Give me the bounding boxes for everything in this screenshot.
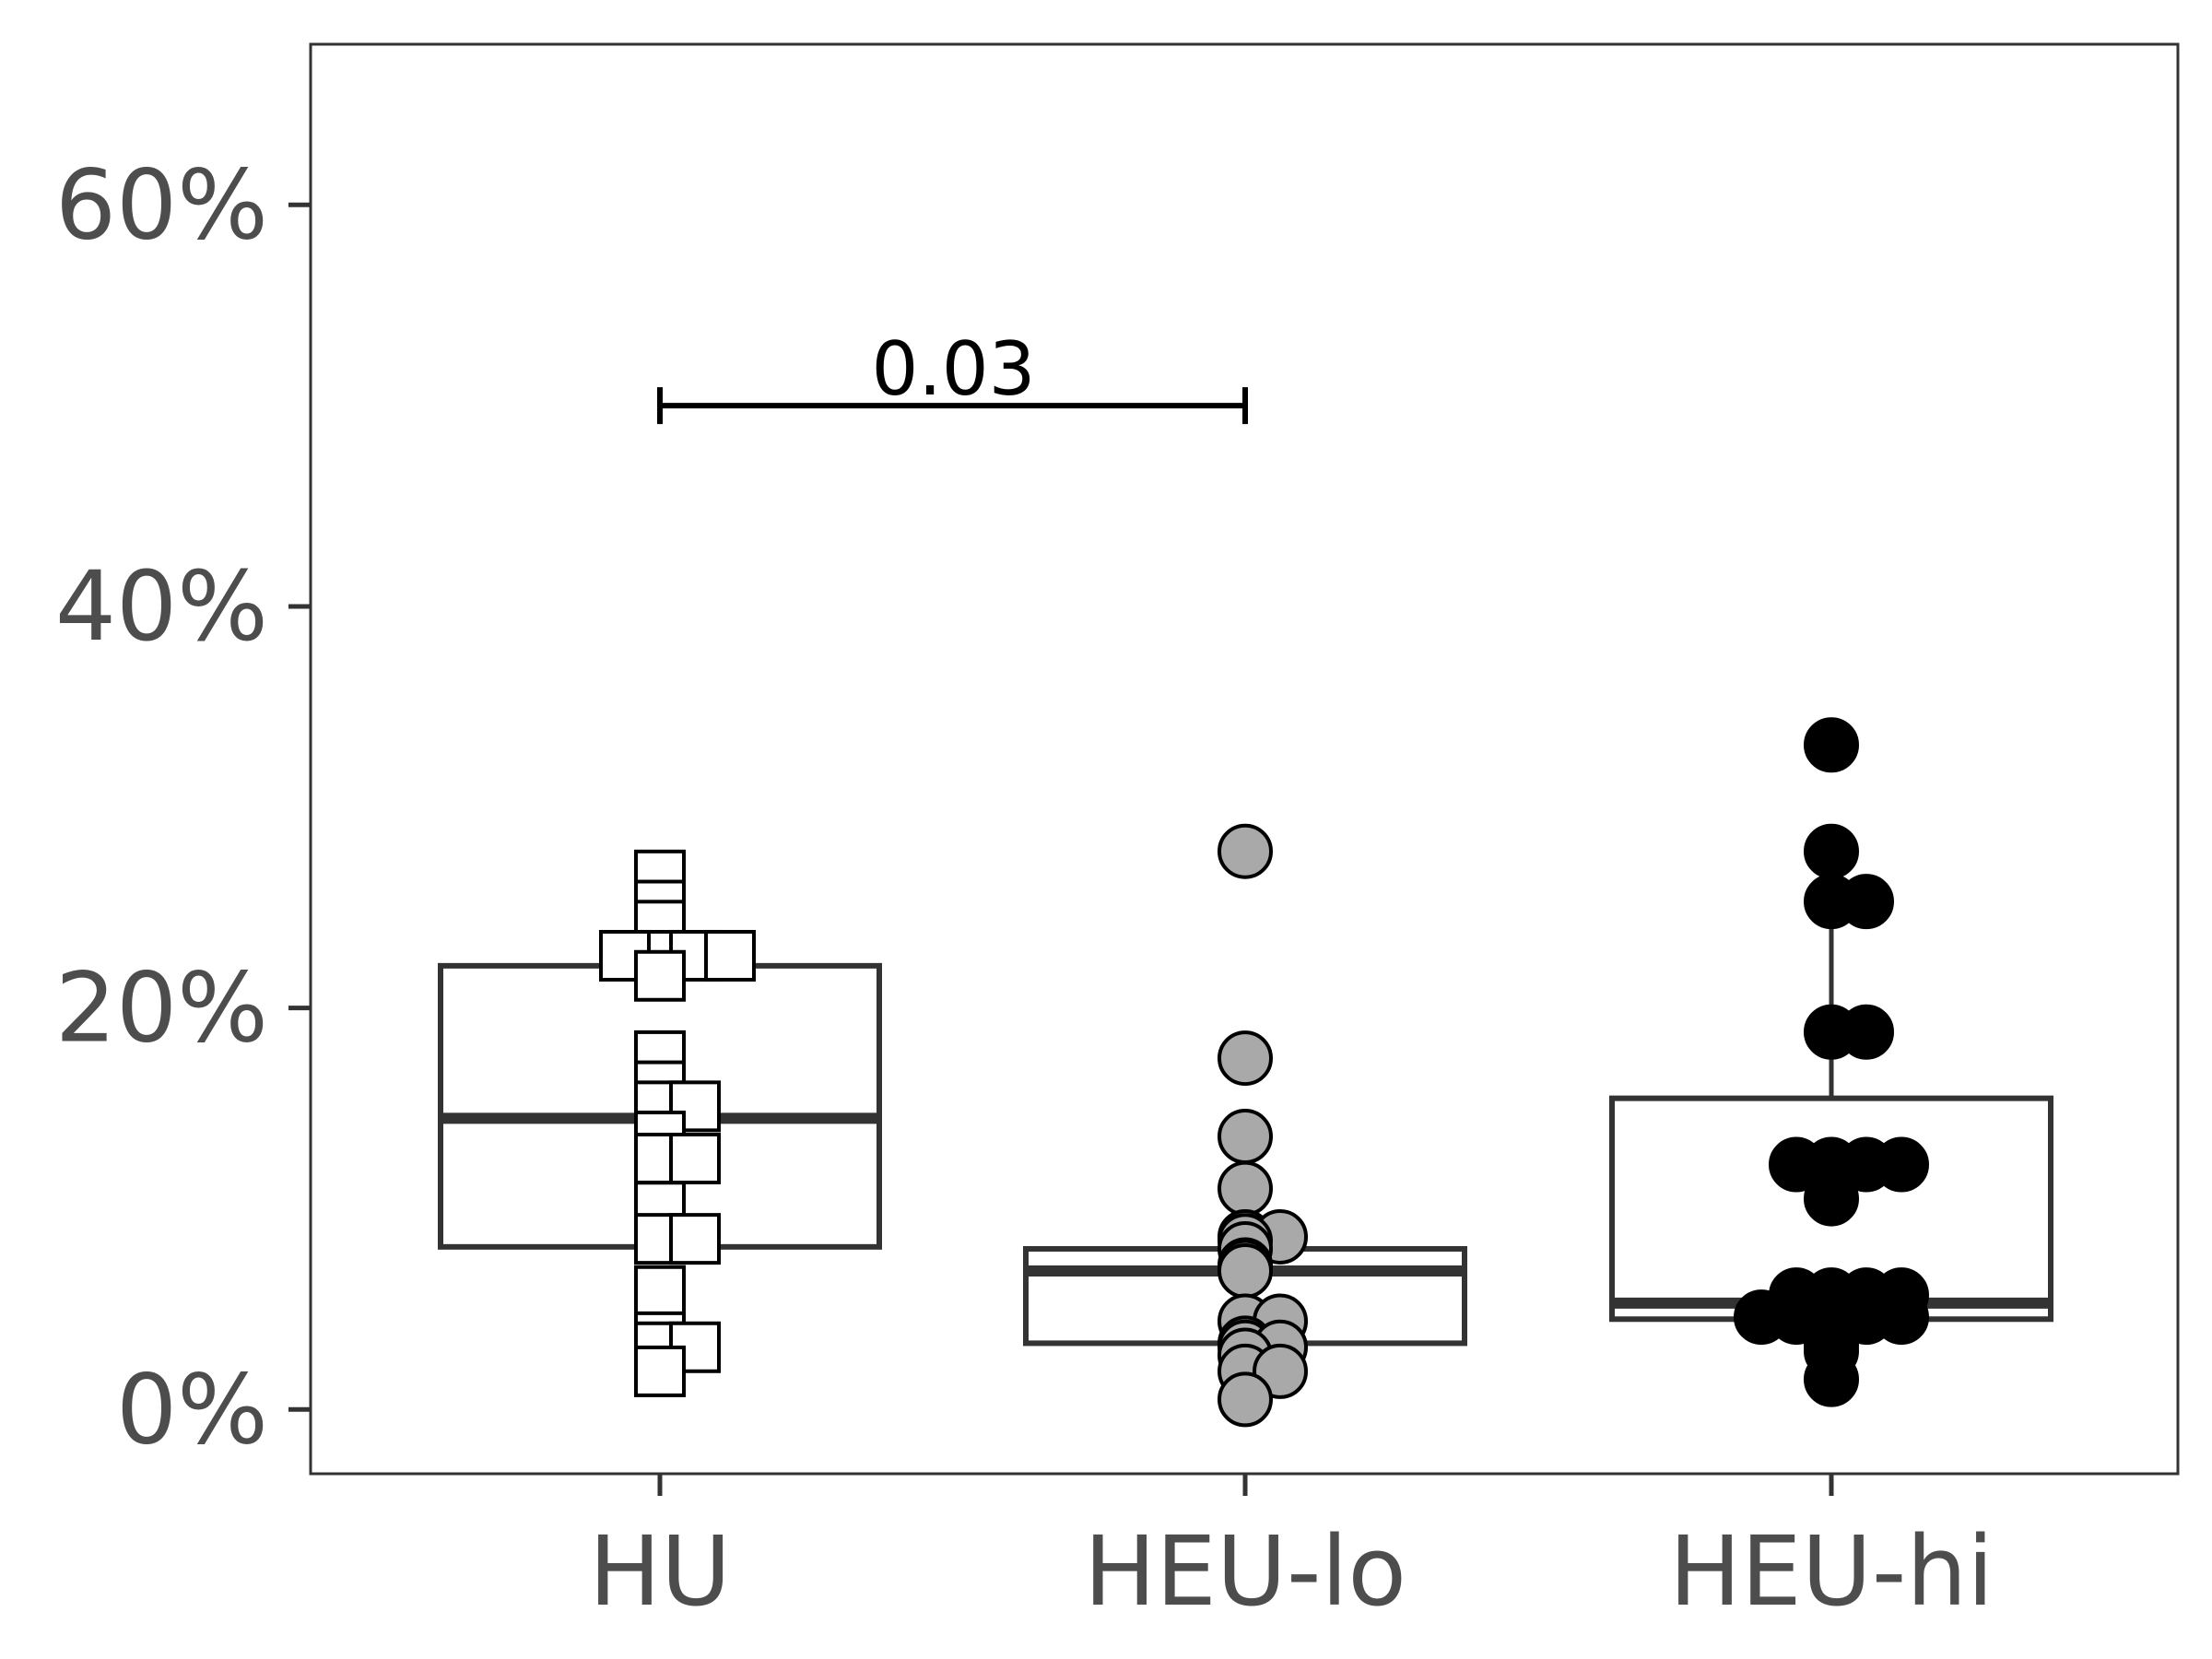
- p-value-label: 0.03: [871, 326, 1035, 412]
- x-tick-label-heu-hi: HEU-hi: [1669, 1515, 1994, 1628]
- annotations: 0.03: [657, 326, 1248, 425]
- point-hu: [634, 949, 686, 1002]
- point-hu: [704, 929, 756, 982]
- panel-border: [309, 42, 2180, 1476]
- point-heu-hi: [1804, 1171, 1859, 1227]
- point-heu-lo: [1218, 1242, 1273, 1299]
- point-heu-hi: [1874, 1136, 1929, 1193]
- point-heu-lo: [1218, 1371, 1273, 1428]
- point-heu-lo: [1218, 1109, 1273, 1165]
- y-tick-label: 60%: [55, 148, 268, 261]
- point-hu: [634, 1265, 686, 1317]
- y-axis: 0% 20% 40% 60%: [55, 148, 311, 1465]
- data-points: [599, 717, 1929, 1428]
- point-hu: [669, 1132, 721, 1184]
- point-heu-hi: [1804, 823, 1859, 879]
- y-tick-label: 40%: [55, 550, 268, 663]
- y-tick-label: 0%: [116, 1353, 268, 1465]
- point-heu-hi: [1769, 1136, 1824, 1193]
- point-hu: [669, 1213, 721, 1265]
- x-tick-label-heu-lo: HEU-lo: [1084, 1515, 1406, 1628]
- point-heu-lo: [1218, 1030, 1273, 1087]
- point-hu: [634, 1345, 686, 1397]
- x-tick-label-hu: HU: [589, 1515, 731, 1628]
- point-heu-hi: [1839, 1004, 1894, 1060]
- x-axis: HU HEU-lo HEU-hi: [589, 1474, 1994, 1628]
- point-heu-hi: [1804, 717, 1859, 773]
- point-heu-hi: [1734, 1289, 1789, 1346]
- point-heu-lo: [1218, 1160, 1273, 1217]
- point-heu-hi: [1804, 1351, 1859, 1407]
- y-tick-label: 20%: [55, 952, 268, 1065]
- point-heu-lo: [1218, 823, 1273, 879]
- point-heu-hi: [1874, 1289, 1929, 1346]
- point-heu-hi: [1839, 874, 1894, 930]
